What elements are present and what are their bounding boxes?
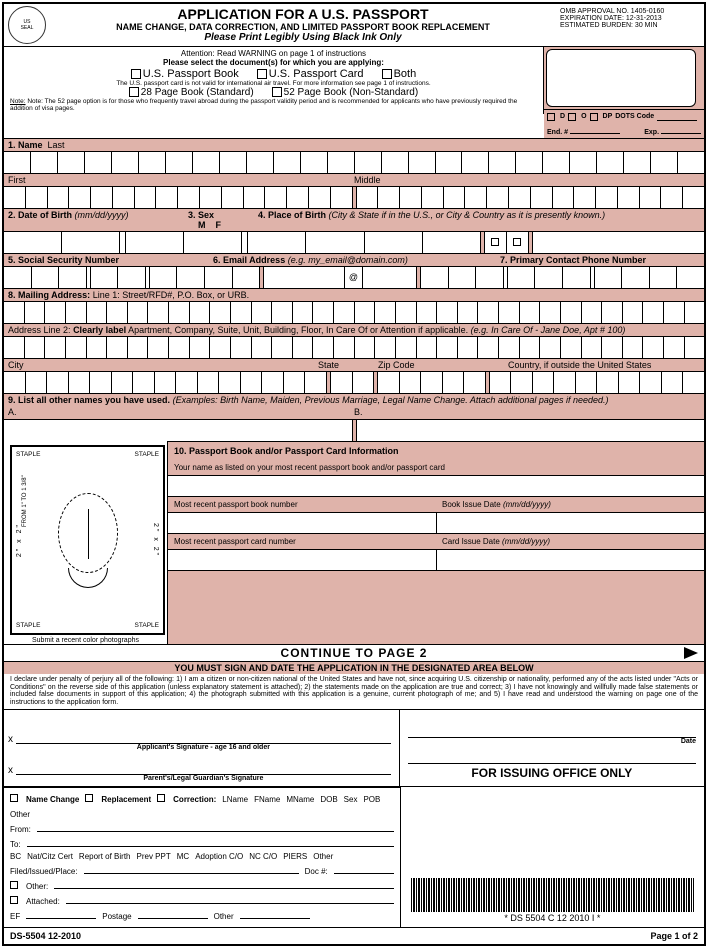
continue-arrow: CONTINUE TO PAGE 2: [4, 644, 704, 661]
d-checkbox[interactable]: [547, 113, 555, 121]
28page-checkbox[interactable]: [129, 87, 139, 97]
header: USSEAL APPLICATION FOR A U.S. PASSPORT N…: [4, 4, 704, 46]
name-change-cb[interactable]: [10, 794, 18, 802]
passport-card-checkbox[interactable]: [257, 69, 267, 79]
please-select: Please select the document(s) for which …: [10, 58, 537, 67]
dots-code-field[interactable]: [657, 112, 697, 121]
page-note: Note: Note: The 52 page option is for th…: [10, 98, 537, 112]
applicant-signature[interactable]: [16, 726, 391, 744]
barcode-icon: [411, 878, 694, 912]
from-field[interactable]: [37, 822, 394, 832]
card-note: The U.S. passport card is not valid for …: [10, 80, 537, 87]
form-title: APPLICATION FOR A U.S. PASSPORT: [46, 6, 560, 22]
last-name-input[interactable]: [4, 151, 704, 173]
title-block: APPLICATION FOR A U.S. PASSPORT NAME CHA…: [46, 6, 560, 44]
ssn-email-phone-input[interactable]: @: [4, 266, 704, 288]
barcode-text: * DS 5504 C 12 2010 I *: [405, 913, 700, 923]
exp-field[interactable]: [661, 125, 701, 134]
ink-instruction: Please Print Legibly Using Black Ink Onl…: [46, 32, 560, 43]
head-oval-icon: FROM 1" TO 1 3/8": [58, 493, 118, 573]
first-middle-input[interactable]: [4, 186, 704, 208]
passport-book-checkbox[interactable]: [131, 69, 141, 79]
document-select-block: Attention: Read WARNING on page 1 of ins…: [4, 47, 544, 138]
addr2-input[interactable]: [4, 336, 704, 358]
to-field[interactable]: [27, 837, 394, 847]
signature-left: Applicant's Signature - age 16 and older…: [4, 710, 400, 786]
addr1-input[interactable]: [4, 301, 704, 323]
official-box: [546, 49, 696, 107]
must-sign-bar: YOU MUST SIGN AND DATE THE APPLICATION I…: [4, 661, 704, 674]
page-number: Page 1 of 2: [650, 931, 698, 941]
form-subtitle: NAME CHANGE, DATA CORRECTION, AND LIMITE…: [46, 22, 560, 32]
end-field[interactable]: [570, 125, 620, 134]
first-label: First: [8, 175, 354, 185]
book-num-date-input[interactable]: [168, 512, 704, 534]
city-state-zip-input[interactable]: [4, 371, 704, 393]
correction-cb[interactable]: [157, 794, 165, 802]
o-checkbox[interactable]: [568, 113, 576, 121]
field-1-name: 1. Name Last: [4, 138, 704, 151]
attached-cb[interactable]: [10, 896, 18, 904]
dob-sex-pob-input[interactable]: [4, 231, 704, 253]
replacement-cb[interactable]: [85, 794, 93, 802]
both-checkbox[interactable]: [382, 69, 392, 79]
photo-block: STAPLESTAPLE 2" x 2" FROM 1" TO 1 3/8" 2…: [4, 441, 167, 644]
form-number: DS-5504 12-2010: [10, 931, 81, 941]
omb-burden: ESTIMATED BURDEN: 30 MIN: [560, 22, 700, 29]
top-right-panel: D O DP DOTS Code End. # Exp.: [544, 47, 704, 138]
middle-label: Middle: [354, 175, 700, 185]
office-left: Name Change Replacement Correction: LNam…: [4, 787, 400, 927]
declaration-text: I declare under penalty of perjury all o…: [4, 674, 704, 710]
signature-right: Date FOR ISSUING OFFICE ONLY: [400, 710, 704, 786]
other-cb[interactable]: [10, 881, 18, 889]
52page-checkbox[interactable]: [272, 87, 282, 97]
recent-name-input[interactable]: [168, 475, 704, 497]
page-footer: DS-5504 12-2010 Page 1 of 2: [4, 927, 704, 944]
omb-expiration: EXPIRATION DATE: 12-31-2013: [560, 15, 700, 22]
date-field[interactable]: [408, 720, 696, 738]
attention-line: Attention: Read WARNING on page 1 of ins…: [10, 49, 537, 58]
field-10-block: 10. Passport Book and/or Passport Card I…: [167, 441, 704, 644]
other-names-input[interactable]: [4, 419, 704, 441]
form-page: USSEAL APPLICATION FOR A U.S. PASSPORT N…: [2, 2, 706, 946]
omb-block: OMB APPROVAL NO. 1405-0160 EXPIRATION DA…: [560, 6, 700, 44]
omb-approval: OMB APPROVAL NO. 1405-0160: [560, 8, 700, 15]
guardian-signature[interactable]: [16, 757, 391, 775]
office-right: * DS 5504 C 12 2010 I *: [400, 787, 704, 927]
card-num-date-input[interactable]: [168, 549, 704, 571]
dp-checkbox[interactable]: [590, 113, 598, 121]
us-seal-icon: USSEAL: [8, 6, 46, 44]
